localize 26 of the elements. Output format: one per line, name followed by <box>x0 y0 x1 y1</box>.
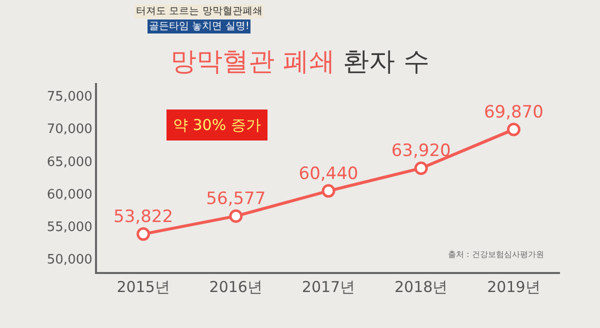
x-tick-label: 2019년 <box>487 278 540 296</box>
data-label: 56,577 <box>206 188 266 209</box>
data-label: 69,870 <box>484 102 544 122</box>
point <box>506 122 520 136</box>
x-tick-label: 2017년 <box>302 278 356 296</box>
y-tick-label: 50,000 <box>46 252 92 268</box>
point <box>414 162 428 175</box>
point <box>136 227 150 241</box>
annotation: 약 30% 증가 <box>173 116 261 134</box>
y-tick-label: 60,000 <box>46 187 92 202</box>
x-tick-label: 2018년 <box>394 278 448 296</box>
x-tick-label: 2015년 <box>116 278 170 296</box>
point <box>322 184 336 198</box>
y-tick-label: 75,000 <box>46 90 92 105</box>
text: 골든타임 놓치면 실명! <box>149 21 250 32</box>
y-tick-label: 70,000 <box>46 122 92 138</box>
chart-title: 망막혈관 폐쇄 환자 수 <box>170 46 430 77</box>
point <box>229 209 243 223</box>
annotation: 출처 : 건강보험심사평가원 <box>448 250 544 259</box>
y-tick-label: 65,000 <box>46 154 92 170</box>
y-tick-label: 55,000 <box>46 220 92 235</box>
x-tick-label: 2016년 <box>209 278 262 296</box>
data-label: 63,920 <box>391 141 451 162</box>
data-label: 60,440 <box>298 164 358 184</box>
text: 터져도 모르는 망막혈관폐쇄 <box>136 6 262 17</box>
data-label: 53,822 <box>114 206 174 227</box>
